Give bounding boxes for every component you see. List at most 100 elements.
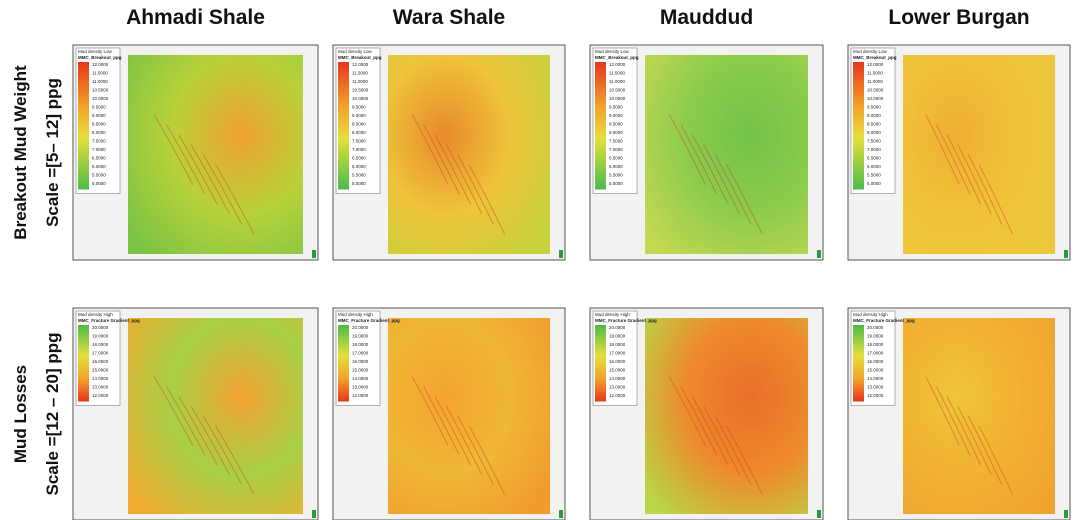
legend-tick: 17.0000 bbox=[352, 351, 369, 356]
legend-title: Mud density Low bbox=[338, 49, 373, 54]
legend-tick: 8.0000 bbox=[867, 130, 881, 135]
legend-tick: 11.5000 bbox=[352, 71, 368, 76]
legend-tick: 6.0000 bbox=[609, 164, 623, 169]
legend-tick: 5.5000 bbox=[609, 173, 623, 178]
legend-tick: 20.0000 bbox=[609, 325, 626, 330]
legend-tick: 16.0000 bbox=[609, 359, 626, 364]
map-panel: Mud density LowMMC_Breakout_ppg12.000011… bbox=[333, 45, 565, 260]
legend-tick: 6.0000 bbox=[352, 164, 366, 169]
map-surface bbox=[645, 55, 808, 254]
legend-tick: 10.0000 bbox=[867, 96, 884, 101]
legend-colorbar bbox=[853, 62, 864, 190]
legend-tick: 5.0000 bbox=[352, 181, 366, 186]
legend-tick: 9.0000 bbox=[867, 113, 881, 118]
map-panel: Mud density HighMMC_Fracture Gradient_pp… bbox=[590, 308, 823, 520]
legend-tick: 5.5000 bbox=[867, 173, 881, 178]
legend-tick: 12.0000 bbox=[92, 393, 109, 398]
legend-tick: 12.0000 bbox=[609, 393, 626, 398]
legend-tick: 8.0000 bbox=[609, 130, 623, 135]
legend-title: Mud density High bbox=[78, 312, 113, 317]
legend-tick: 5.5000 bbox=[92, 173, 106, 178]
legend-tick: 20.0000 bbox=[867, 325, 884, 330]
legend-tick: 15.0000 bbox=[867, 368, 884, 373]
legend-tick: 13.0000 bbox=[609, 385, 626, 390]
map-surface bbox=[903, 318, 1055, 514]
legend-tick: 8.0000 bbox=[352, 130, 366, 135]
legend-tick: 16.0000 bbox=[352, 359, 369, 364]
legend-tick: 11.0000 bbox=[867, 79, 883, 84]
legend-tick: 6.5000 bbox=[352, 156, 366, 161]
legend-tick: 15.0000 bbox=[352, 368, 369, 373]
legend-property: MMC_Fracture Gradient_ppg bbox=[595, 318, 657, 323]
legend-colorbar bbox=[78, 62, 89, 190]
legend-title: Mud density Low bbox=[78, 49, 113, 54]
column-title: Lower Burgan bbox=[888, 6, 1029, 29]
column-title: Wara Shale bbox=[393, 6, 505, 29]
page: Ahmadi Shale Wara Shale Mauddud Lower Burga… bbox=[0, 0, 1075, 520]
legend-tick: 11.0000 bbox=[609, 79, 625, 84]
legend-tick: 18.0000 bbox=[609, 342, 626, 347]
legend-tick: 7.5000 bbox=[867, 139, 881, 144]
legend-tick: 12.0000 bbox=[867, 393, 884, 398]
legend-tick: 13.0000 bbox=[92, 385, 109, 390]
legend-tick: 8.0000 bbox=[92, 130, 106, 135]
legend-tick: 12.0000 bbox=[867, 62, 884, 67]
legend-tick: 7.0000 bbox=[352, 147, 366, 152]
legend-property: MMC_Breakout_ppg bbox=[78, 55, 122, 60]
legend-tick: 19.0000 bbox=[352, 334, 369, 339]
legend-tick: 19.0000 bbox=[609, 334, 626, 339]
legend-property: MMC_Breakout_ppg bbox=[853, 55, 897, 60]
north-marker bbox=[817, 510, 821, 518]
legend-colorbar bbox=[338, 325, 349, 402]
legend-colorbar bbox=[853, 325, 864, 402]
legend-tick: 7.5000 bbox=[92, 139, 106, 144]
legend-tick: 15.0000 bbox=[609, 368, 626, 373]
legend-title: Mud density Low bbox=[853, 49, 888, 54]
legend-tick: 7.0000 bbox=[867, 147, 881, 152]
legend-tick: 9.5000 bbox=[609, 105, 623, 110]
north-marker bbox=[312, 250, 316, 258]
north-marker bbox=[559, 510, 563, 518]
legend-tick: 9.0000 bbox=[352, 113, 366, 118]
legend-tick: 10.5000 bbox=[352, 88, 369, 93]
legend-tick: 10.5000 bbox=[609, 88, 626, 93]
map-surface bbox=[645, 318, 808, 514]
row-label: Breakout Mud Weight bbox=[11, 65, 30, 240]
legend-tick: 11.5000 bbox=[609, 71, 625, 76]
map-surface bbox=[128, 318, 303, 514]
legend-tick: 6.5000 bbox=[867, 156, 881, 161]
legend-tick: 10.0000 bbox=[609, 96, 626, 101]
legend-tick: 10.5000 bbox=[867, 88, 884, 93]
legend-colorbar bbox=[338, 62, 349, 190]
legend-tick: 11.5000 bbox=[867, 71, 883, 76]
map-surface bbox=[388, 55, 550, 254]
legend-tick: 11.5000 bbox=[92, 71, 108, 76]
legend-tick: 6.0000 bbox=[867, 164, 881, 169]
column-title: Ahmadi Shale bbox=[126, 6, 265, 29]
legend-colorbar bbox=[595, 325, 606, 402]
legend-tick: 12.0000 bbox=[609, 62, 626, 67]
legend-tick: 13.0000 bbox=[867, 385, 884, 390]
legend-tick: 5.0000 bbox=[867, 181, 881, 186]
map-surface bbox=[128, 55, 303, 254]
legend-tick: 16.0000 bbox=[92, 359, 109, 364]
legend-tick: 12.0000 bbox=[92, 62, 109, 67]
row-label: Mud Losses bbox=[11, 365, 30, 463]
legend-tick: 10.0000 bbox=[92, 96, 109, 101]
legend-property: MMC_Fracture Gradient_ppg bbox=[78, 318, 140, 323]
legend-tick: 14.0000 bbox=[867, 376, 884, 381]
map-surface bbox=[903, 55, 1055, 254]
legend-tick: 9.0000 bbox=[609, 113, 623, 118]
legend-tick: 8.5000 bbox=[352, 122, 366, 127]
legend-colorbar bbox=[595, 62, 606, 190]
legend-tick: 6.5000 bbox=[609, 156, 623, 161]
north-marker bbox=[1064, 250, 1068, 258]
legend-tick: 7.5000 bbox=[609, 139, 623, 144]
legend-tick: 7.5000 bbox=[352, 139, 366, 144]
column-title: Mauddud bbox=[660, 6, 753, 29]
legend-tick: 8.5000 bbox=[609, 122, 623, 127]
map-surface bbox=[388, 318, 550, 514]
